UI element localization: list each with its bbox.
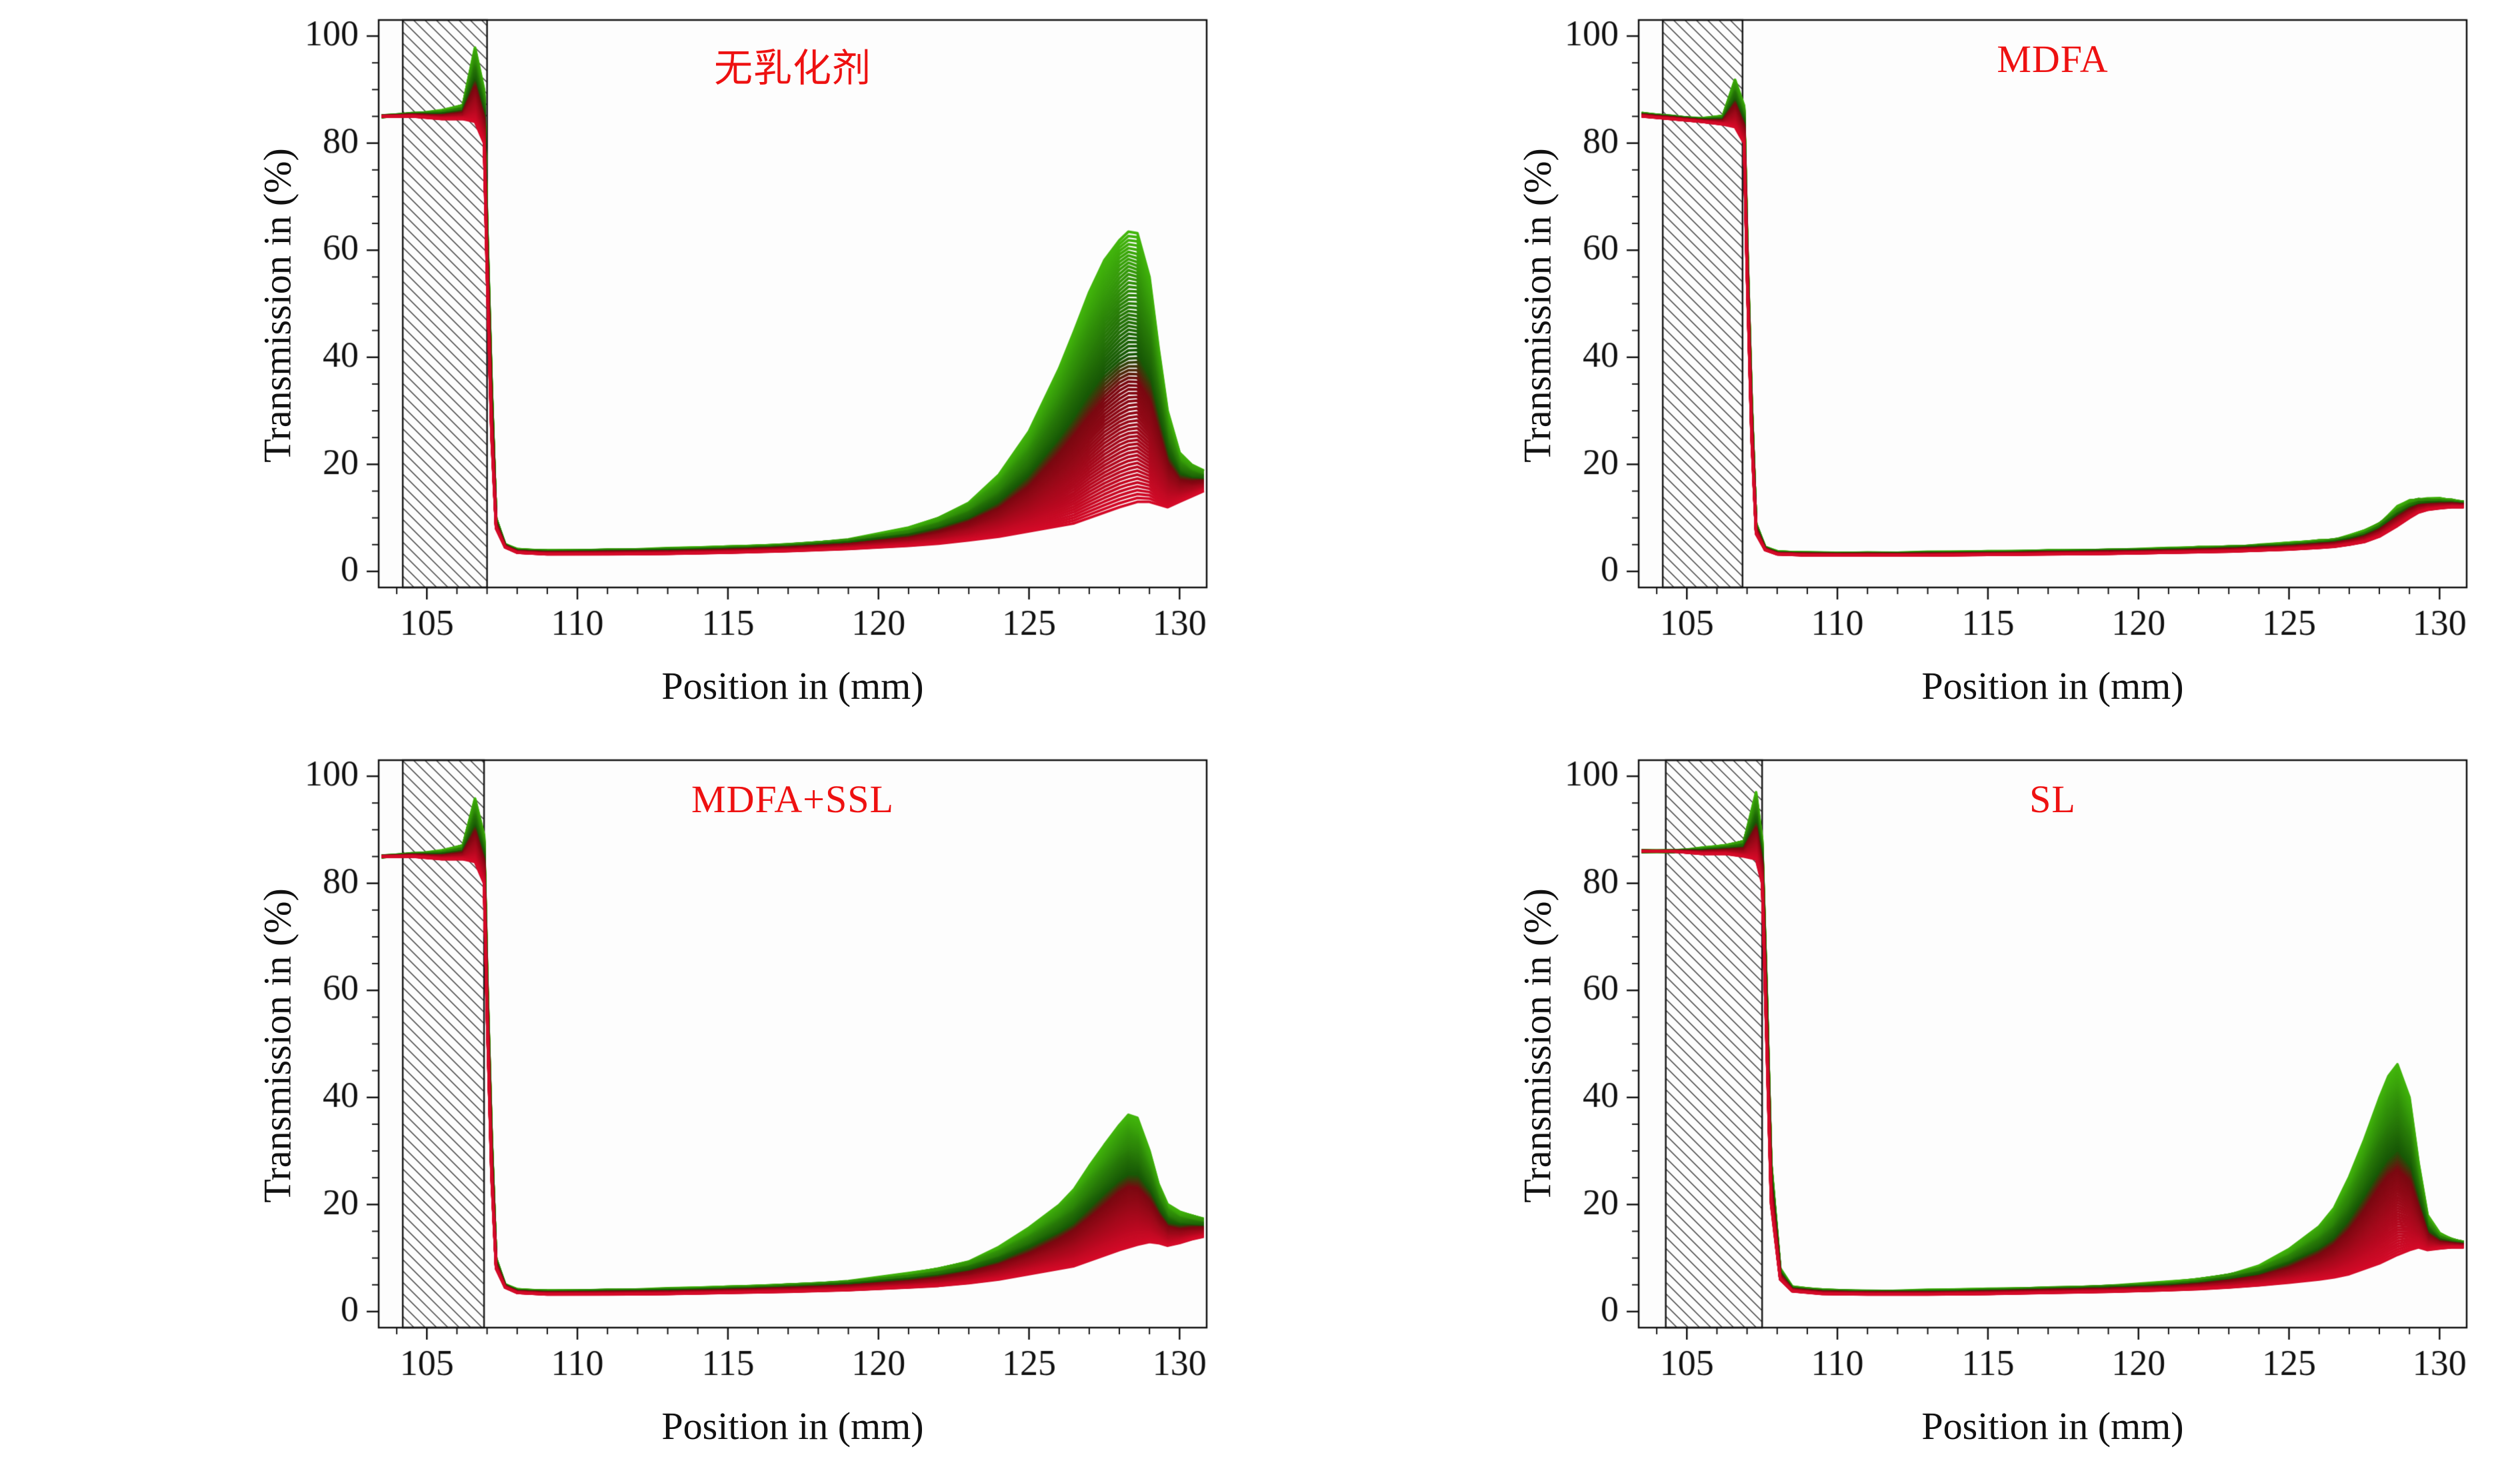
panel-title: SL <box>2029 778 2076 821</box>
x-axis-title: Position in (mm) <box>661 664 924 707</box>
x-axis-title: Position in (mm) <box>1921 664 2184 707</box>
plot-area <box>1513 5 2500 672</box>
plot-area <box>253 5 1240 672</box>
panel-title: MDFA <box>1997 37 2109 81</box>
chart-panel-sl: Transmission in (%) SL Position in (mm) <box>1260 740 2520 1480</box>
chart-panel-mdfa: Transmission in (%) MDFA Position in (mm… <box>1260 0 2520 740</box>
plot-area <box>1513 746 2500 1412</box>
chart-panel-no-emulsifier: Transmission in (%) 无乳化剂 Position in (mm… <box>0 0 1260 740</box>
x-axis-title: Position in (mm) <box>661 1404 924 1448</box>
x-axis-title: Position in (mm) <box>1921 1404 2184 1448</box>
chart-panel-mdfa-ssl: Transmission in (%) MDFA+SSL Position in… <box>0 740 1260 1480</box>
plot-area <box>253 746 1240 1412</box>
panel-title: MDFA+SSL <box>691 778 894 821</box>
panel-title: 无乳化剂 <box>713 47 871 90</box>
